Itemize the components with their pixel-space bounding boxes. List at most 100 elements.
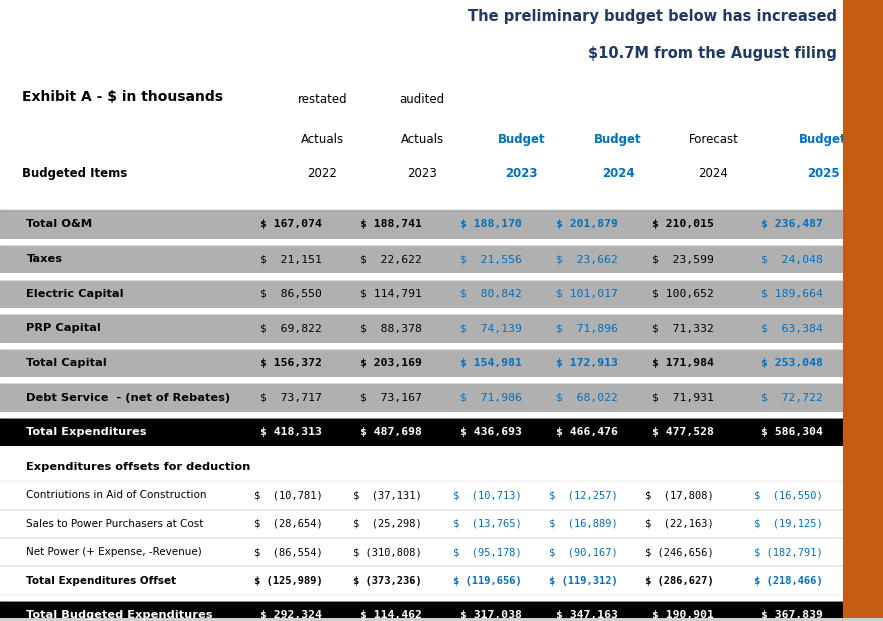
- Text: $ 114,462: $ 114,462: [360, 610, 422, 620]
- Text: $  80,842: $ 80,842: [460, 289, 522, 299]
- Text: Sales to Power Purchasers at Cost: Sales to Power Purchasers at Cost: [26, 519, 204, 528]
- Text: 2022: 2022: [307, 167, 337, 180]
- Text: $  73,167: $ 73,167: [360, 392, 422, 402]
- Text: $ 190,901: $ 190,901: [652, 610, 713, 620]
- Text: $  (90,167): $ (90,167): [549, 547, 618, 557]
- Text: $ 347,163: $ 347,163: [556, 610, 618, 620]
- Text: $  (10,781): $ (10,781): [253, 491, 322, 501]
- Text: $ 167,074: $ 167,074: [260, 219, 322, 230]
- Text: Actuals: Actuals: [301, 133, 343, 146]
- Text: $ 253,048: $ 253,048: [761, 358, 823, 368]
- Text: $ 154,981: $ 154,981: [460, 358, 522, 368]
- Text: Net Power (+ Expense, -Revenue): Net Power (+ Expense, -Revenue): [26, 547, 202, 557]
- Text: $  23,662: $ 23,662: [556, 254, 618, 264]
- Text: Expenditures offsets for deduction: Expenditures offsets for deduction: [26, 462, 251, 472]
- Text: $  24,048: $ 24,048: [761, 254, 823, 264]
- Text: Budget: Budget: [498, 133, 546, 146]
- Text: Total Capital: Total Capital: [26, 358, 107, 368]
- Text: $ 418,313: $ 418,313: [260, 427, 322, 437]
- Text: $ 236,487: $ 236,487: [761, 219, 823, 230]
- Text: $ (246,656): $ (246,656): [645, 547, 713, 557]
- Text: Forecast: Forecast: [689, 133, 738, 146]
- Text: $ (218,466): $ (218,466): [754, 576, 823, 586]
- FancyBboxPatch shape: [0, 418, 843, 446]
- Text: $ 101,017: $ 101,017: [556, 289, 618, 299]
- Text: 2024: 2024: [602, 167, 634, 180]
- Text: $ 201,879: $ 201,879: [556, 219, 618, 230]
- Text: Budgeted Items: Budgeted Items: [22, 167, 127, 180]
- Text: $ (119,312): $ (119,312): [549, 576, 618, 586]
- Text: $  23,599: $ 23,599: [652, 254, 713, 264]
- FancyBboxPatch shape: [0, 279, 843, 308]
- Text: $  (37,131): $ (37,131): [353, 491, 422, 501]
- FancyBboxPatch shape: [0, 601, 843, 621]
- Text: $  74,139: $ 74,139: [460, 324, 522, 333]
- Text: Total Expenditures Offset: Total Expenditures Offset: [26, 576, 177, 586]
- Text: $ 203,169: $ 203,169: [360, 358, 422, 368]
- Text: Actuals: Actuals: [401, 133, 443, 146]
- Text: restated: restated: [298, 93, 347, 106]
- Text: Budget: Budget: [594, 133, 642, 146]
- Text: $  (22,163): $ (22,163): [645, 519, 713, 528]
- Text: $ 317,038: $ 317,038: [460, 610, 522, 620]
- Text: $  (86,554): $ (86,554): [253, 547, 322, 557]
- Text: $ (119,656): $ (119,656): [453, 576, 522, 586]
- Text: $  (17,808): $ (17,808): [645, 491, 713, 501]
- Text: $ 188,741: $ 188,741: [360, 219, 422, 230]
- Text: $  22,622: $ 22,622: [360, 254, 422, 264]
- FancyBboxPatch shape: [0, 0, 843, 619]
- Text: 2024: 2024: [698, 167, 728, 180]
- Text: PRP Capital: PRP Capital: [26, 324, 102, 333]
- Text: $  21,151: $ 21,151: [260, 254, 322, 264]
- Text: $  (25,298): $ (25,298): [353, 519, 422, 528]
- Text: $  73,717: $ 73,717: [260, 392, 322, 402]
- Text: $ 189,664: $ 189,664: [761, 289, 823, 299]
- Text: 2023: 2023: [407, 167, 437, 180]
- Text: $  (95,178): $ (95,178): [453, 547, 522, 557]
- Text: $ (373,236): $ (373,236): [353, 576, 422, 586]
- Text: $  88,378: $ 88,378: [360, 324, 422, 333]
- Text: $  (10,713): $ (10,713): [453, 491, 522, 501]
- Text: $ 367,839: $ 367,839: [761, 610, 823, 620]
- Text: $ (286,627): $ (286,627): [645, 576, 713, 586]
- Text: $  (16,889): $ (16,889): [549, 519, 618, 528]
- Text: Taxes: Taxes: [26, 254, 63, 264]
- Text: $ 100,652: $ 100,652: [652, 289, 713, 299]
- Text: $ 292,324: $ 292,324: [260, 610, 322, 620]
- Text: $ 436,693: $ 436,693: [460, 427, 522, 437]
- FancyBboxPatch shape: [0, 211, 843, 238]
- Text: $  21,556: $ 21,556: [460, 254, 522, 264]
- FancyBboxPatch shape: [0, 349, 843, 377]
- Text: $ (310,808): $ (310,808): [353, 547, 422, 557]
- Text: audited: audited: [399, 93, 445, 106]
- Text: $  (12,257): $ (12,257): [549, 491, 618, 501]
- Text: $  (28,654): $ (28,654): [253, 519, 322, 528]
- Text: $  71,931: $ 71,931: [652, 392, 713, 402]
- Text: $  (13,765): $ (13,765): [453, 519, 522, 528]
- Text: Electric Capital: Electric Capital: [26, 289, 125, 299]
- Text: $ 586,304: $ 586,304: [761, 427, 823, 437]
- Text: The preliminary budget below has increased: The preliminary budget below has increas…: [468, 9, 837, 24]
- Text: $  72,722: $ 72,722: [761, 392, 823, 402]
- Text: $ (182,791): $ (182,791): [754, 547, 823, 557]
- Text: $ 466,476: $ 466,476: [556, 427, 618, 437]
- Text: $  69,822: $ 69,822: [260, 324, 322, 333]
- Text: Total Budgeted Expenditures: Total Budgeted Expenditures: [26, 610, 213, 620]
- Text: $ 210,015: $ 210,015: [652, 219, 713, 230]
- Text: $  71,332: $ 71,332: [652, 324, 713, 333]
- Text: Exhibit A - $ in thousands: Exhibit A - $ in thousands: [22, 89, 223, 104]
- Text: Debt Service  - (net of Rebates): Debt Service - (net of Rebates): [26, 392, 230, 402]
- Text: Budget: Budget: [799, 133, 847, 146]
- Text: $  63,384: $ 63,384: [761, 324, 823, 333]
- FancyBboxPatch shape: [843, 0, 883, 619]
- FancyBboxPatch shape: [0, 383, 843, 412]
- FancyBboxPatch shape: [0, 245, 843, 273]
- Text: $  (16,550): $ (16,550): [754, 491, 823, 501]
- Text: 2025: 2025: [807, 167, 839, 180]
- Text: $10.7M from the August filing: $10.7M from the August filing: [588, 47, 837, 61]
- Text: $ 114,791: $ 114,791: [360, 289, 422, 299]
- Text: Contriutions in Aid of Construction: Contriutions in Aid of Construction: [26, 491, 207, 501]
- Text: Total O&M: Total O&M: [26, 219, 93, 230]
- Text: 2023: 2023: [506, 167, 538, 180]
- Text: $  68,022: $ 68,022: [556, 392, 618, 402]
